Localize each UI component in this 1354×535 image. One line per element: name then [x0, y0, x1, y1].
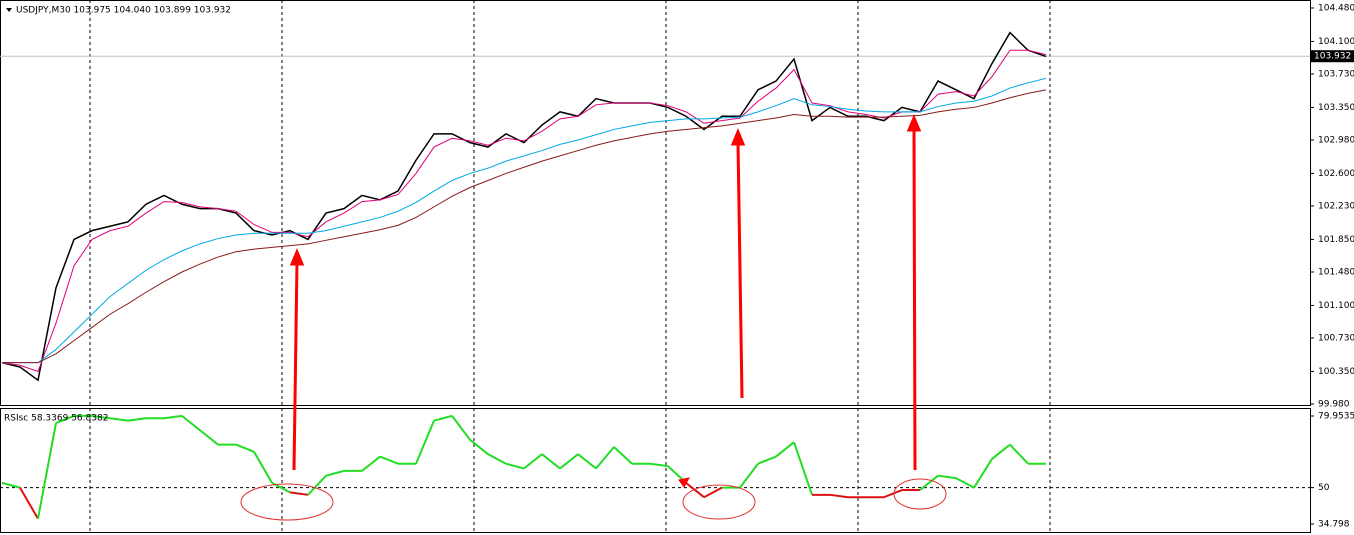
- y-tick-label: 103.730: [1318, 70, 1354, 80]
- series-line: [1, 31, 1047, 382]
- rsi-segment: [1, 481, 21, 489]
- rsi-segment: [199, 429, 219, 446]
- y-tick-label: 79.9535: [1318, 412, 1354, 422]
- rsi-segment: [1009, 443, 1029, 465]
- rsi-segment: [307, 474, 327, 496]
- y-tick-label: 99.980: [1318, 400, 1350, 410]
- y-tick-label: 103.350: [1318, 103, 1354, 113]
- y-tick-label: 101.480: [1318, 268, 1354, 278]
- rsi-segment: [991, 443, 1011, 460]
- rsi-segment: [937, 474, 957, 480]
- rsi-segment: [523, 453, 543, 470]
- rsi-segment: [379, 455, 399, 465]
- rsi-segment: [541, 453, 561, 470]
- rsi-segment: [595, 446, 615, 470]
- rsi-segment: [415, 420, 435, 465]
- price-title: USDJPY,M30 103.975 104.040 103.899 103.9…: [16, 6, 231, 16]
- rsi-segment: [19, 487, 39, 520]
- rsi-segment: [433, 414, 453, 422]
- rsi-segment: [469, 439, 489, 455]
- rsi-segment: [577, 453, 597, 470]
- series-line: [2, 89, 1047, 364]
- rsi-segment: [505, 462, 525, 470]
- symbol-arrow: [6, 8, 12, 12]
- rsi-segment: [757, 455, 777, 465]
- rsi-segment: [685, 482, 705, 498]
- rsi-title: RSIsc 58.3369 56.8382: [4, 414, 108, 424]
- rsi-segment: [955, 477, 975, 489]
- rsi-segment: [559, 453, 579, 470]
- annotation-ellipses: [240, 478, 947, 521]
- rsi-segment: [703, 486, 723, 499]
- y-tick-label: 104.100: [1318, 37, 1354, 47]
- rsi-segment: [253, 451, 273, 484]
- rsi-panel: [0, 408, 1311, 533]
- y-tick-label: 101.850: [1318, 235, 1354, 245]
- current-price-box: [1311, 50, 1354, 63]
- y-tick-label: 101.100: [1318, 301, 1354, 311]
- annotation-arrows: [289, 114, 922, 488]
- series-line: [1, 49, 1047, 373]
- rsi-segment: [55, 414, 75, 424]
- rsi-segment: [883, 489, 903, 499]
- rsi-segment: [487, 453, 507, 465]
- rsi-segment: [919, 474, 939, 491]
- rsi-segment: [613, 446, 633, 465]
- rsi-segment: [127, 417, 147, 422]
- y-tick-label: 50: [1318, 483, 1330, 493]
- rsi-segment: [793, 441, 813, 496]
- y-tick-label: 100.730: [1318, 334, 1354, 344]
- rsi-segment: [181, 415, 201, 432]
- y-tick-label: 102.600: [1318, 169, 1354, 179]
- y-tick-label: 104.480: [1318, 4, 1354, 14]
- rsi-segment: [235, 443, 255, 453]
- rsi-segment: [739, 463, 759, 489]
- rsi-segment: [37, 422, 57, 519]
- time-grid: [89, 0, 1051, 532]
- price-panel: [0, 0, 1311, 406]
- rsi-segment: [973, 458, 993, 489]
- series-line: [2, 77, 1047, 364]
- rsi-segment: [163, 414, 183, 420]
- rsi-segment: [775, 441, 795, 458]
- y-tick-label: 100.350: [1318, 367, 1354, 377]
- rsi-segment: [91, 414, 111, 420]
- rsi-segment: [109, 417, 129, 422]
- y-tick-label: 102.230: [1318, 202, 1354, 212]
- rsi-segment: [649, 462, 669, 468]
- rsi-segment: [829, 493, 849, 499]
- current-price-label: 103.932: [1314, 52, 1351, 62]
- rsi-segment: [451, 415, 471, 441]
- y-tick-label: 34.798: [1318, 520, 1350, 530]
- rsi-segment: [325, 469, 345, 477]
- y-tick-label: 102.980: [1318, 136, 1354, 146]
- rsi-segment: [289, 491, 309, 496]
- rsi-segment: [361, 455, 381, 472]
